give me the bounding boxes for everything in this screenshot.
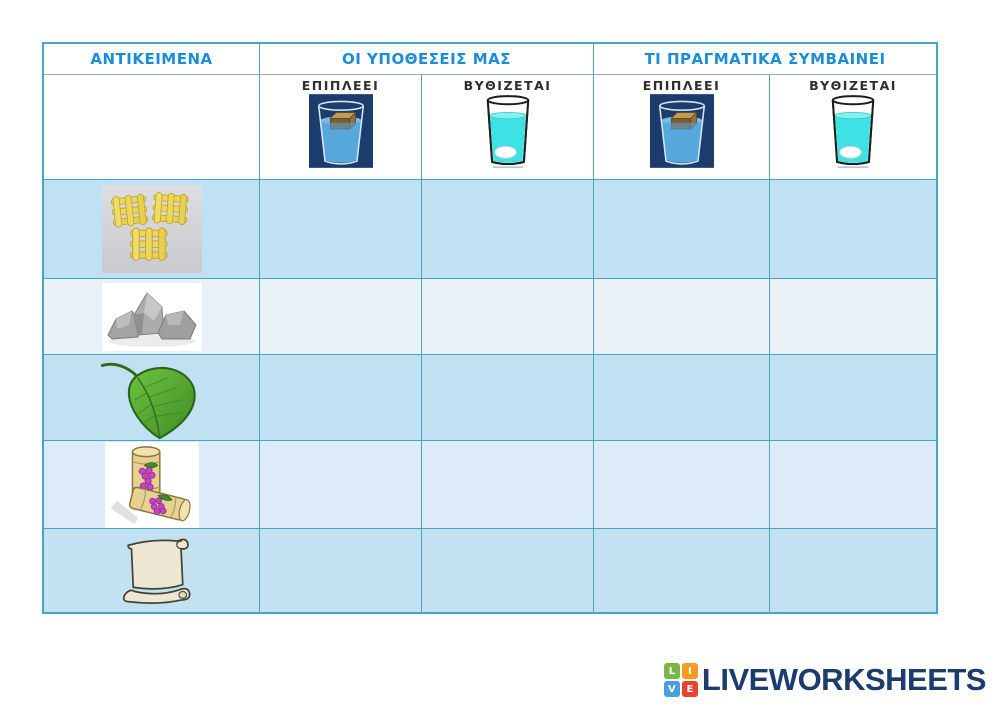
object-cell-scroll: [44, 529, 260, 612]
answer-cell-r5-hypothesis-sinks[interactable]: [422, 529, 594, 612]
subheader-reality-floats: ΕΠΙΠΛΕΕΙ: [594, 75, 770, 180]
subheader-hypothesis-sinks: ΒΥΘΙΖΕΤΑΙ: [422, 75, 594, 180]
sinks-glass-icon: [831, 95, 875, 170]
answer-cell-r2-hypothesis-floats[interactable]: [260, 279, 422, 355]
scroll-image: [122, 538, 190, 604]
object-cell-corks: [44, 441, 260, 529]
rocks-image: [101, 282, 202, 351]
answer-cell-r2-reality-floats[interactable]: [594, 279, 770, 355]
liveworksheets-logo-icon: L I V E: [663, 663, 698, 697]
answer-cell-r3-hypothesis-sinks[interactable]: [422, 355, 594, 441]
header-hypotheses: ΟΙ ΥΠΟΘΕΣΕΙΣ ΜΑΣ: [260, 44, 594, 75]
subheader-hypothesis-floats: ΕΠΙΠΛΕΕΙ: [260, 75, 422, 180]
floats-cup-icon: [308, 94, 373, 168]
object-cell-rocks: [44, 279, 260, 355]
worksheet-table: ΑΝΤΙΚΕΙΜΕΝΑ ΟΙ ΥΠΟΘΕΣΕΙΣ ΜΑΣ ΤΙ ΠΡΑΓΜΑΤΙ…: [42, 42, 938, 614]
answer-cell-r3-reality-sinks[interactable]: [770, 355, 936, 441]
object-cell-leaf: [44, 355, 260, 441]
answer-cell-r5-reality-floats[interactable]: [594, 529, 770, 612]
object-cell-blocks: [44, 180, 260, 279]
logo-square-e: E: [681, 681, 698, 697]
sinks-label: ΒΥΘΙΖΕΤΑΙ: [463, 78, 552, 93]
header-reality: ΤΙ ΠΡΑΓΜΑΤΙΚΑ ΣΥΜΒΑΙΝΕΙ: [594, 44, 936, 75]
header-objects: ΑΝΤΙΚΕΙΜΕΝΑ: [44, 44, 260, 75]
answer-cell-r1-hypothesis-sinks[interactable]: [422, 180, 594, 279]
answer-cell-r1-hypothesis-floats[interactable]: [260, 180, 422, 279]
corks-image: [104, 441, 199, 528]
leaf-image: [100, 362, 196, 439]
sinks-label: ΒΥΘΙΖΕΤΑΙ: [809, 78, 897, 93]
answer-cell-r1-reality-sinks[interactable]: [770, 180, 936, 279]
subheader-reality-sinks: ΒΥΘΙΖΕΤΑΙ: [770, 75, 936, 180]
answer-cell-r5-reality-sinks[interactable]: [770, 529, 936, 612]
floats-label: ΕΠΙΠΛΕΕΙ: [642, 78, 721, 93]
answer-cell-r4-hypothesis-sinks[interactable]: [422, 441, 594, 529]
floats-cup-icon: [649, 94, 714, 168]
answer-cell-r1-reality-floats[interactable]: [594, 180, 770, 279]
answer-cell-r3-hypothesis-floats[interactable]: [260, 355, 422, 441]
logo-square-v: V: [663, 681, 680, 697]
floats-label: ΕΠΙΠΛΕΕΙ: [301, 78, 380, 93]
blocks-image: [101, 185, 202, 273]
liveworksheets-logo[interactable]: L I V E LIVEWORKSHEETS: [663, 659, 987, 701]
logo-square-i: I: [681, 663, 698, 679]
subheader-empty-cell: [44, 75, 260, 180]
answer-cell-r4-reality-sinks[interactable]: [770, 441, 936, 529]
answer-cell-r4-reality-floats[interactable]: [594, 441, 770, 529]
answer-cell-r3-reality-floats[interactable]: [594, 355, 770, 441]
answer-cell-r2-hypothesis-sinks[interactable]: [422, 279, 594, 355]
answer-cell-r4-hypothesis-floats[interactable]: [260, 441, 422, 529]
sinks-glass-icon: [486, 95, 529, 170]
answer-cell-r5-hypothesis-floats[interactable]: [260, 529, 422, 612]
answer-cell-r2-reality-sinks[interactable]: [770, 279, 936, 355]
table-grid: ΑΝΤΙΚΕΙΜΕΝΑ ΟΙ ΥΠΟΘΕΣΕΙΣ ΜΑΣ ΤΙ ΠΡΑΓΜΑΤΙ…: [44, 44, 936, 612]
logo-square-l: L: [663, 663, 680, 679]
brand-name: LIVEWORKSHEETS: [701, 662, 987, 697]
